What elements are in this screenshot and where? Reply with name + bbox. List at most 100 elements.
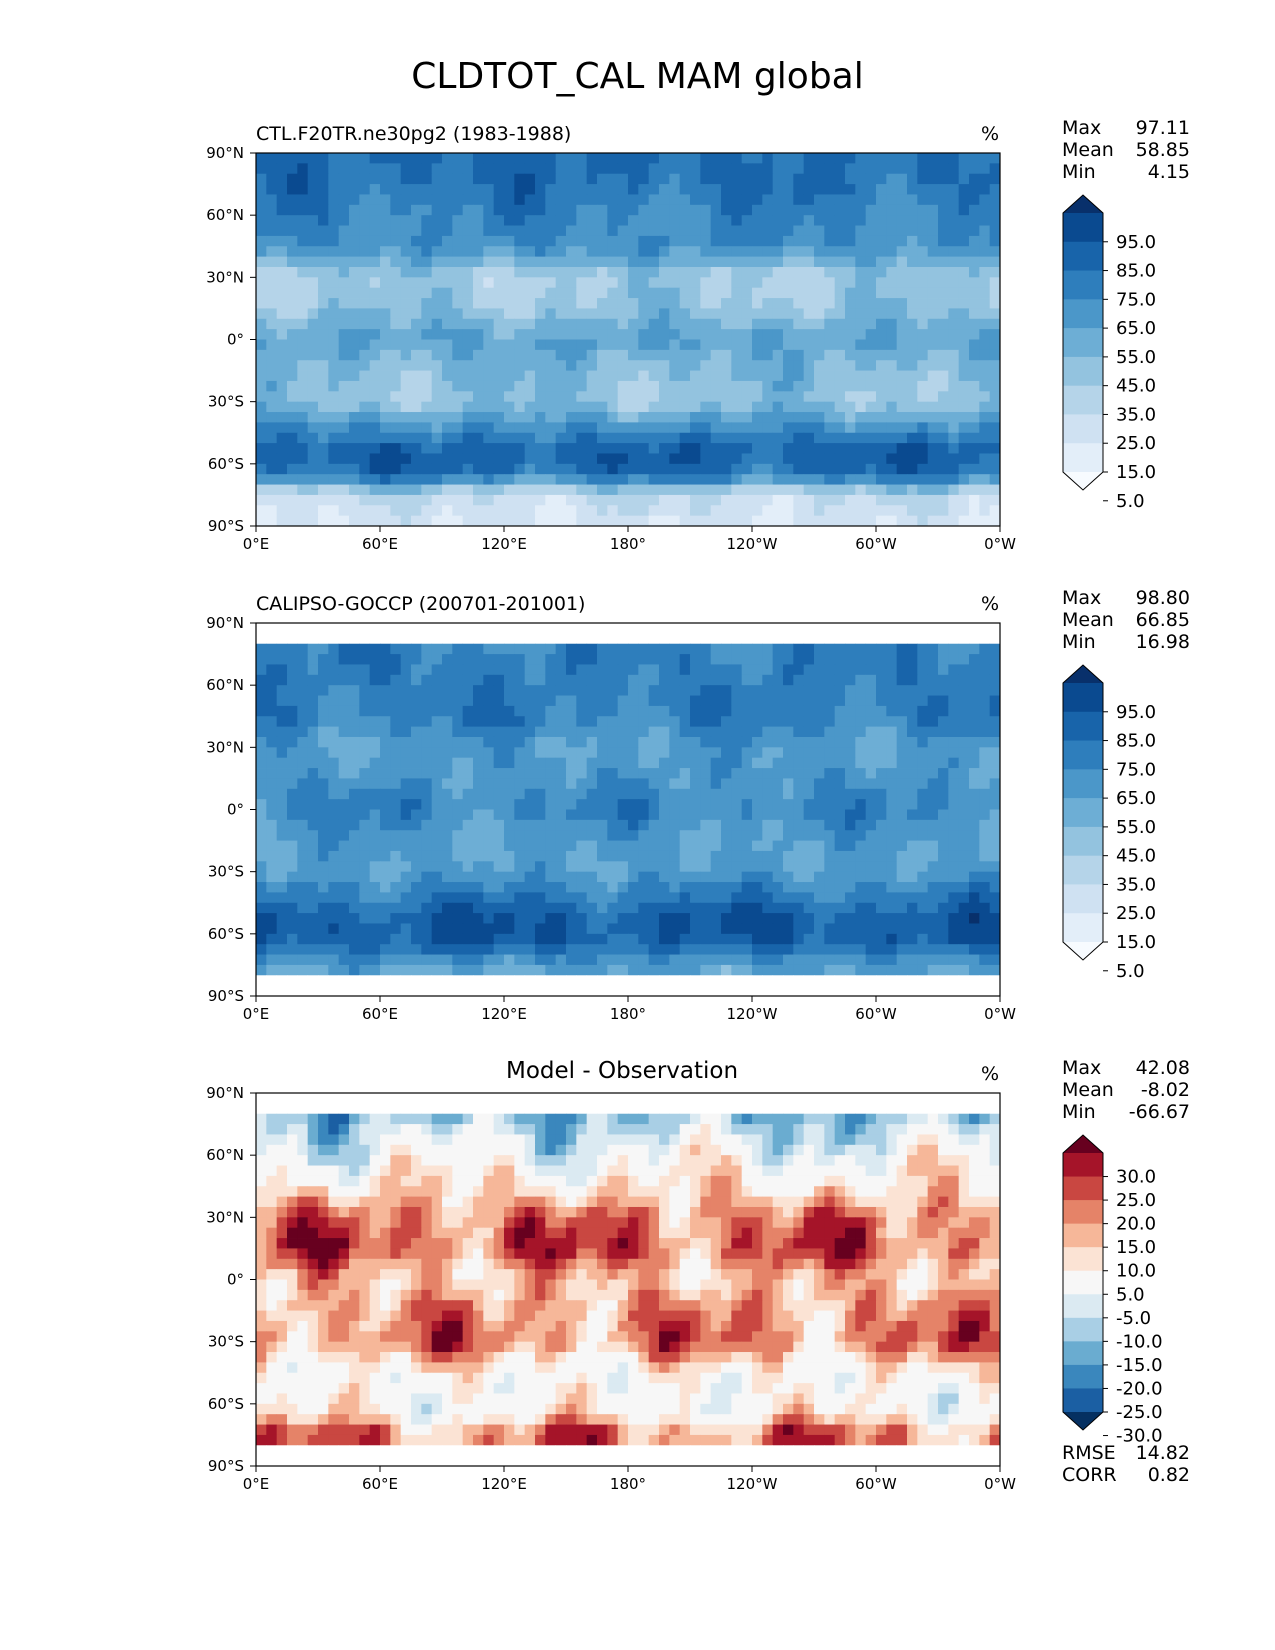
heatmap-cell	[586, 830, 598, 841]
heatmap-cell	[617, 474, 629, 485]
heatmap-cell	[938, 757, 949, 769]
heatmap-cell	[617, 850, 629, 862]
heatmap-cell	[938, 391, 949, 403]
heatmap-cell	[369, 695, 381, 707]
heatmap-cell	[845, 757, 856, 769]
heatmap-cell	[731, 954, 743, 966]
heatmap-cell	[824, 954, 836, 966]
heatmap-cell	[597, 674, 608, 686]
heatmap-cell	[514, 484, 526, 496]
heatmap-cell	[297, 204, 309, 216]
heatmap-cell	[710, 736, 722, 748]
heatmap-cell	[834, 726, 846, 738]
heatmap-cell	[338, 422, 350, 434]
heatmap-cell	[927, 277, 939, 289]
heatmap-cell	[845, 809, 856, 821]
heatmap-cell	[721, 695, 732, 707]
heatmap-cell	[597, 339, 608, 351]
heatmap-cell	[834, 515, 846, 527]
heatmap-cell	[793, 360, 805, 371]
heatmap-cell	[886, 819, 898, 831]
heatmap-cell	[824, 235, 836, 247]
heatmap-cell	[607, 318, 619, 330]
heatmap-cell	[287, 819, 298, 831]
heatmap-cell	[318, 716, 329, 728]
heatmap-cell	[442, 318, 453, 330]
heatmap-cell	[442, 298, 453, 309]
heatmap-cell	[721, 484, 732, 496]
heatmap-cell	[369, 623, 381, 634]
heatmap-cell	[700, 747, 712, 759]
heatmap-cell	[617, 204, 629, 216]
heatmap-cell	[256, 339, 267, 351]
heatmap-cell	[917, 695, 929, 707]
heatmap-cell	[907, 809, 918, 821]
heatmap-cell	[803, 308, 815, 320]
heatmap-cell	[328, 882, 340, 893]
heatmap-cell	[493, 861, 505, 873]
heatmap-cell	[710, 349, 722, 361]
heatmap-cell	[380, 370, 391, 382]
heatmap-cell	[276, 349, 288, 361]
heatmap-cell	[586, 380, 598, 392]
heatmap-cell	[669, 349, 681, 361]
heatmap-cell	[721, 809, 732, 821]
heatmap-cell	[710, 318, 722, 330]
heatmap-cell	[576, 505, 588, 517]
heatmap-cell	[400, 505, 412, 517]
heatmap-cell	[679, 944, 691, 955]
heatmap-cell	[442, 246, 453, 258]
heatmap-cell	[307, 757, 319, 769]
heatmap-cell	[721, 757, 732, 769]
heatmap-cell	[566, 443, 577, 454]
heatmap-cell	[256, 380, 267, 392]
heatmap-cell	[400, 944, 412, 955]
heatmap-cell	[338, 474, 350, 485]
heatmap-cell	[907, 861, 918, 873]
heatmap-cell	[266, 799, 278, 810]
heatmap-cell	[473, 623, 484, 634]
heatmap-cell	[638, 685, 650, 696]
heatmap-cell	[721, 266, 732, 278]
heatmap-cell	[483, 401, 495, 413]
heatmap-cell	[524, 308, 536, 320]
heatmap-cell	[907, 256, 918, 268]
heatmap-cell	[338, 933, 350, 945]
heatmap-cell	[741, 204, 753, 216]
heatmap-cell	[679, 788, 691, 800]
heatmap-cell	[504, 716, 515, 728]
heatmap-cell	[700, 246, 712, 258]
heatmap-cell	[969, 840, 980, 852]
heatmap-cell	[473, 163, 484, 175]
heatmap-cell	[276, 850, 288, 862]
heatmap-cell	[648, 861, 660, 873]
heatmap-cell	[752, 184, 763, 195]
heatmap-cell	[514, 329, 526, 340]
heatmap-cell	[783, 633, 794, 645]
heatmap-cell	[917, 654, 929, 665]
heatmap-cell	[473, 515, 484, 527]
heatmap-cell	[907, 308, 918, 320]
heatmap-cell	[380, 173, 391, 185]
heatmap-cell	[617, 840, 629, 852]
heatmap-cell	[679, 933, 691, 945]
heatmap-cell	[638, 861, 650, 873]
heatmap-cell	[783, 840, 794, 852]
heatmap-cell	[803, 716, 815, 728]
heatmap-cell	[669, 685, 681, 696]
heatmap-cell	[989, 484, 1001, 496]
heatmap-cell	[328, 674, 340, 686]
heatmap-cell	[803, 850, 815, 862]
heatmap-cell	[783, 871, 794, 883]
heatmap-cell	[421, 923, 433, 935]
heatmap-cell	[721, 716, 732, 728]
heatmap-cell	[400, 380, 412, 392]
heatmap-cell	[473, 474, 484, 485]
heatmap-cell	[535, 401, 546, 413]
heatmap-cell	[969, 705, 980, 717]
heatmap-cell	[814, 716, 825, 728]
heatmap-cell	[628, 484, 639, 496]
heatmap-cell	[659, 882, 670, 893]
heatmap-cell	[803, 484, 815, 496]
heatmap-cell	[473, 463, 484, 475]
